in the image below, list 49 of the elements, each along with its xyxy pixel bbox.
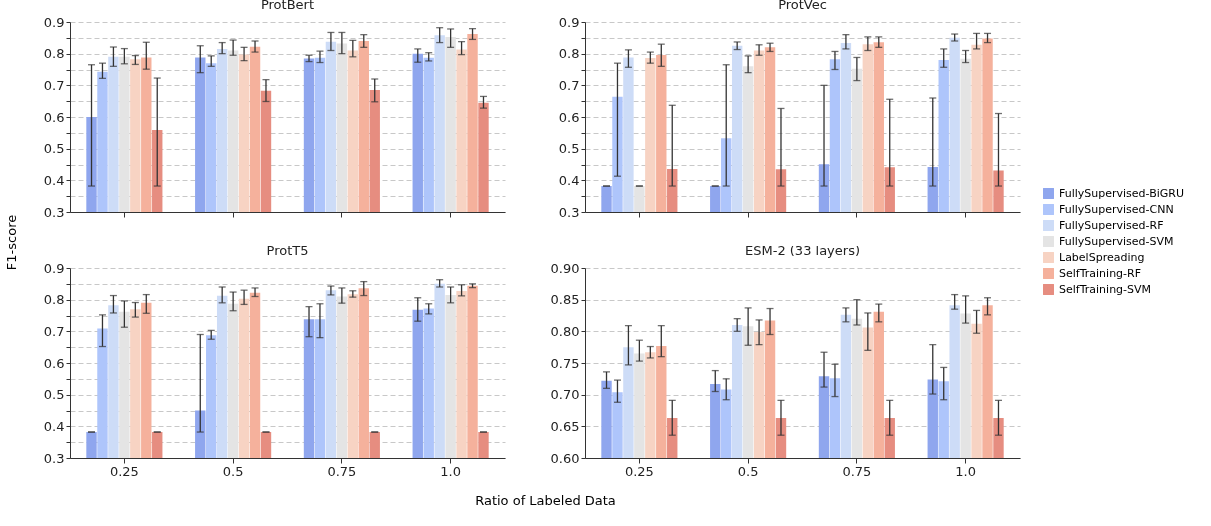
legend-label: FullySupervised-RF xyxy=(1059,218,1164,232)
x-tick-label: 1.0 xyxy=(440,463,461,479)
y-tick-label: 0.90 xyxy=(550,260,580,276)
y-tick-label: 0.3 xyxy=(43,204,65,220)
y-tick-label: 0.75 xyxy=(550,355,580,371)
y-tick-label: 0.7 xyxy=(43,323,65,339)
chart-title: ProtT5 xyxy=(266,243,309,258)
legend-label: FullySupervised-SVM xyxy=(1059,234,1174,248)
y-tick-label: 0.9 xyxy=(558,14,580,30)
legend-label: SelfTraining-RF xyxy=(1059,266,1142,280)
y-tick-label: 0.5 xyxy=(43,387,65,403)
x-tick-label: 0.75 xyxy=(842,463,872,479)
y-tick-label: 0.9 xyxy=(43,260,65,276)
y-tick-label: 0.4 xyxy=(558,172,580,188)
y-tick-label: 0.5 xyxy=(558,141,580,157)
y-tick-label: 0.6 xyxy=(43,355,65,371)
legend-label: FullySupervised-BiGRU xyxy=(1059,186,1184,200)
y-tick-label: 0.65 xyxy=(550,418,580,434)
y-axis-title: F1-score xyxy=(3,214,19,271)
x-tick-label: 0.25 xyxy=(109,463,139,479)
x-tick-label: 0.25 xyxy=(624,463,654,479)
y-tick-label: 0.70 xyxy=(550,387,580,403)
x-tick-label: 1.0 xyxy=(955,463,976,479)
legend-label: LabelSpreading xyxy=(1059,250,1145,264)
chart-title: ProtVec xyxy=(778,0,827,12)
y-tick-label: 0.3 xyxy=(558,204,580,220)
x-tick-label: 0.5 xyxy=(737,463,759,479)
y-tick-label: 0.6 xyxy=(43,109,65,125)
chart-title: ProtBert xyxy=(260,0,315,12)
y-tick-label: 0.8 xyxy=(43,46,65,62)
legend-label: FullySupervised-CNN xyxy=(1059,202,1174,216)
y-tick-label: 0.6 xyxy=(558,109,580,125)
y-tick-label: 0.4 xyxy=(43,172,65,188)
y-tick-label: 0.60 xyxy=(550,450,580,466)
y-tick-label: 0.7 xyxy=(43,77,65,93)
y-tick-label: 0.8 xyxy=(43,292,65,308)
legend-label: SelfTraining-SVM xyxy=(1059,282,1152,296)
x-tick-label: 0.75 xyxy=(327,463,357,479)
chart-title: ESM-2 (33 layers) xyxy=(745,243,860,258)
x-tick-label: 0.5 xyxy=(222,463,244,479)
y-tick-label: 0.9 xyxy=(43,14,65,30)
y-tick-label: 0.85 xyxy=(550,292,580,308)
y-tick-label: 0.7 xyxy=(558,77,580,93)
y-tick-label: 0.4 xyxy=(43,418,65,434)
y-tick-label: 0.3 xyxy=(43,450,65,466)
y-tick-label: 0.8 xyxy=(558,46,580,62)
y-tick-label: 0.5 xyxy=(43,141,65,157)
x-axis-title: Ratio of Labeled Data xyxy=(475,492,616,508)
y-tick-label: 0.80 xyxy=(550,323,580,339)
